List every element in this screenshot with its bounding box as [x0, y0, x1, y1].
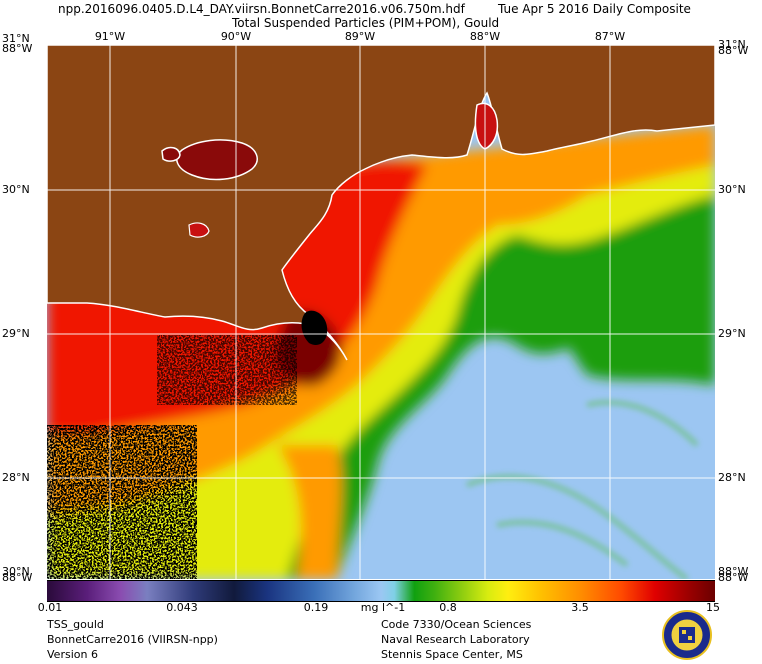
footer-dataset: BonnetCarre2016 (VIIRSN-npp) [47, 633, 218, 646]
no-data-speckle [47, 335, 297, 579]
delta-tip [301, 310, 328, 346]
inland-bay-small [188, 222, 210, 238]
lat-label-29n-right: 29°N [718, 327, 746, 340]
colorbar-label-3: 0.8 [439, 601, 457, 614]
mobile-bay [474, 102, 499, 150]
corner-top-left-lat: 31°N [2, 32, 30, 45]
footer-location: Stennis Space Center, MS [381, 648, 523, 661]
footer-code: Code 7330/Ocean Sciences [381, 618, 532, 631]
lat-label-30n-left: 30°N [2, 183, 30, 196]
tss-map [47, 45, 715, 579]
colorbar-units: mg l^-1 [360, 601, 406, 614]
graticule [47, 45, 715, 579]
lon-label-91w: 91°W [94, 30, 126, 43]
green-filaments [466, 399, 699, 579]
lon-label-87w: 87°W [594, 30, 626, 43]
corner-top-right-lat: 31°N [718, 38, 746, 51]
map-svg [47, 45, 715, 579]
composite-date: Tue Apr 5 2016 Daily Composite [498, 2, 691, 16]
colorbar-label-1: 0.043 [166, 601, 198, 614]
footer-lab: Naval Research Laboratory [381, 633, 530, 646]
footer-product-name: TSS_gould [47, 618, 104, 631]
corner-bottom-right-lat: 88°W [718, 565, 749, 578]
corner-top-right-lon: 88°W [718, 44, 749, 57]
footer-version: Version 6 [47, 648, 98, 661]
lat-label-29n-left: 29°N [2, 327, 30, 340]
colorbar-label-0: 0.01 [37, 601, 63, 614]
land-mass [47, 45, 715, 361]
colorbar-label-4: 3.5 [571, 601, 589, 614]
lake-maurepas [161, 146, 181, 162]
lon-label-90w: 90°W [220, 30, 252, 43]
corner-bottom-right-lon: 88°W [718, 571, 749, 584]
corner-bottom-left-lat: 30°N [2, 565, 30, 578]
corner-bottom-left-lon: 88°W [2, 571, 33, 584]
lat-label-28n-left: 28°N [2, 471, 30, 484]
lat-label-30n-right: 30°N [718, 183, 746, 196]
lake-pontchartrain [176, 139, 258, 181]
lon-label-89w: 89°W [344, 30, 376, 43]
lon-label-88w: 88°W [469, 30, 501, 43]
colorbar-label-2: 0.19 [303, 601, 329, 614]
nrl-seal-logo [662, 610, 712, 660]
colorbar [47, 580, 715, 602]
product-title: Total Suspended Particles (PIM+POM), Gou… [232, 16, 500, 30]
lat-label-28n-right: 28°N [718, 471, 746, 484]
file-title: npp.2016096.0405.D.L4_DAY.viirsn.BonnetC… [58, 2, 465, 16]
corner-top-left-lon: 88°W [2, 42, 33, 55]
colorbar-label-5: 15 [706, 601, 720, 614]
